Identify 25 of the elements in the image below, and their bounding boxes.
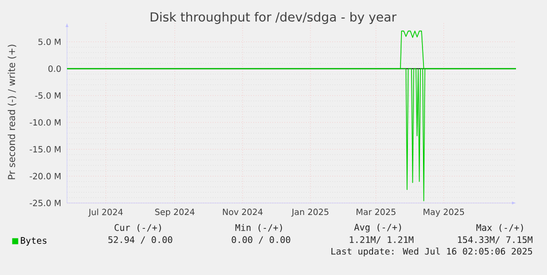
y-tick-label: 5.0 M xyxy=(38,38,61,46)
x-tick-label: Nov 2024 xyxy=(222,208,263,216)
x-tick-label: May 2025 xyxy=(424,208,464,217)
chart-title: Disk throughput for /dev/sdga - by year xyxy=(150,12,397,24)
x-tick-label: Sep 2024 xyxy=(155,208,195,217)
text: Last update: Wed Jul 16 02:05:06 2025 xyxy=(331,248,532,256)
x-tick-label: Mar 2025 xyxy=(356,208,396,216)
y-tick-label: -10.0 M xyxy=(30,119,61,126)
text: Max (-/+) xyxy=(476,224,523,232)
text: Min (-/+) xyxy=(235,224,282,232)
x-tick-label: Jul 2024 xyxy=(88,208,123,217)
y-tick-label: 0.0 xyxy=(48,65,61,72)
text: 0.00 / 0.00 xyxy=(232,236,290,244)
text: 1.21M/ 1.21M xyxy=(350,236,414,244)
text: 154.33M/ 7.15M xyxy=(458,236,532,244)
text: Cur (-/+) xyxy=(114,224,161,232)
text: Avg (-/+) xyxy=(354,224,401,232)
y-axis-title: Pr second read (-) / write (+) xyxy=(8,44,16,180)
y-tick-label: -5.0 M xyxy=(35,92,61,99)
y-tick-label: -15.0 M xyxy=(30,146,61,152)
x-tick-label: Jan 2025 xyxy=(291,208,328,217)
y-tick-label: -20.0 M xyxy=(30,172,61,180)
legend-label: Bytes xyxy=(20,237,46,246)
y-tick-label: -25.0 M xyxy=(30,200,61,206)
text: 52.94 / 0.00 xyxy=(108,236,172,244)
